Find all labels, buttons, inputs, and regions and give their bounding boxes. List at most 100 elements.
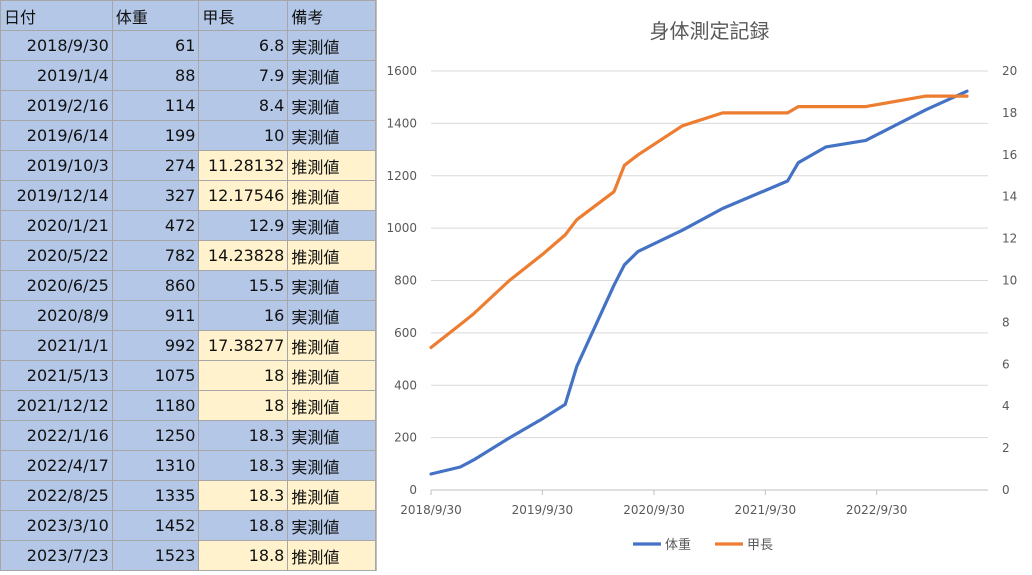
cell-weight[interactable]: 88 xyxy=(111,60,200,91)
cell-length[interactable]: 18.3 xyxy=(198,480,289,511)
cell-note[interactable]: 推測値 xyxy=(287,390,376,421)
cell-date[interactable]: 2019/12/14 xyxy=(0,180,113,211)
cell-weight[interactable]: 782 xyxy=(111,240,200,271)
cell-date[interactable]: 2023/7/23 xyxy=(0,540,113,571)
cell-length[interactable]: 18.3 xyxy=(198,420,289,451)
cell-length[interactable]: 15.5 xyxy=(198,270,289,301)
cell-length[interactable]: 18.8 xyxy=(198,510,289,541)
cell-note[interactable]: 実測値 xyxy=(287,510,376,541)
cell-length[interactable]: 18.3 xyxy=(198,450,289,481)
y-right-tick-label: 16 xyxy=(1002,148,1017,162)
cell-length[interactable]: 12.17546 xyxy=(198,180,289,211)
header-note[interactable]: 備考 xyxy=(287,0,376,31)
cell-date[interactable]: 2020/6/25 xyxy=(0,270,113,301)
y-left-tick-label: 800 xyxy=(394,274,417,288)
y-right-tick-label: 10 xyxy=(1002,274,1017,288)
y-left-tick-label: 1200 xyxy=(386,169,417,183)
cell-length[interactable]: 12.9 xyxy=(198,210,289,241)
cell-date[interactable]: 2019/6/14 xyxy=(0,120,113,151)
cell-weight[interactable]: 1523 xyxy=(111,540,200,571)
cell-weight[interactable]: 911 xyxy=(111,300,200,331)
x-tick-label: 2020/9/30 xyxy=(623,503,685,517)
y-left-tick-label: 1400 xyxy=(386,116,417,130)
table-row: 2019/6/14 199 10 実測値 xyxy=(0,120,376,151)
cell-date[interactable]: 2018/9/30 xyxy=(0,30,113,61)
cell-length[interactable]: 18 xyxy=(198,360,289,391)
cell-date[interactable]: 2021/12/12 xyxy=(0,390,113,421)
cell-date[interactable]: 2019/10/3 xyxy=(0,150,113,181)
spreadsheet-panel: 日付 体重 甲長 備考 2018/9/30 61 6.8 実測値 2019/1/4 88 7… xyxy=(0,0,377,571)
cell-length[interactable]: 11.28132 xyxy=(198,150,289,181)
cell-length[interactable]: 10 xyxy=(198,120,289,151)
cell-note[interactable]: 実測値 xyxy=(287,60,376,91)
cell-date[interactable]: 2020/8/9 xyxy=(0,300,113,331)
legend-label: 体重 xyxy=(665,537,691,553)
y-left-tick-label: 200 xyxy=(394,431,417,445)
cell-length[interactable]: 17.38277 xyxy=(198,330,289,361)
cell-weight[interactable]: 327 xyxy=(111,180,200,211)
table-row: 2020/1/21 472 12.9 実測値 xyxy=(0,210,376,241)
cell-date[interactable]: 2019/2/16 xyxy=(0,90,113,121)
header-date[interactable]: 日付 xyxy=(0,0,113,31)
table-row: 2022/4/17 1310 18.3 実測値 xyxy=(0,450,376,481)
cell-weight[interactable]: 199 xyxy=(111,120,200,151)
cell-length[interactable]: 18 xyxy=(198,390,289,421)
cell-weight[interactable]: 860 xyxy=(111,270,200,301)
cell-date[interactable]: 2020/1/21 xyxy=(0,210,113,241)
data-table: 日付 体重 甲長 備考 2018/9/30 61 6.8 実測値 2019/1/4 88 7… xyxy=(0,0,376,571)
cell-weight[interactable]: 1310 xyxy=(111,450,200,481)
cell-weight[interactable]: 1335 xyxy=(111,480,200,511)
cell-note[interactable]: 推測値 xyxy=(287,240,376,271)
cell-note[interactable]: 実測値 xyxy=(287,300,376,331)
cell-note[interactable]: 実測値 xyxy=(287,90,376,121)
cell-length[interactable]: 7.9 xyxy=(198,60,289,91)
cell-note[interactable]: 実測値 xyxy=(287,210,376,241)
y-left-tick-label: 1600 xyxy=(386,64,417,78)
table-row: 2018/9/30 61 6.8 実測値 xyxy=(0,30,376,61)
cell-note[interactable]: 推測値 xyxy=(287,540,376,571)
cell-date[interactable]: 2022/8/25 xyxy=(0,480,113,511)
cell-note[interactable]: 実測値 xyxy=(287,270,376,301)
cell-date[interactable]: 2020/5/22 xyxy=(0,240,113,271)
header-length[interactable]: 甲長 xyxy=(198,0,289,31)
cell-length[interactable]: 8.4 xyxy=(198,90,289,121)
header-weight[interactable]: 体重 xyxy=(111,0,200,31)
cell-weight[interactable]: 1452 xyxy=(111,510,200,541)
cell-note[interactable]: 推測値 xyxy=(287,150,376,181)
cell-weight[interactable]: 472 xyxy=(111,210,200,241)
series-line-weight xyxy=(429,89,969,476)
cell-weight[interactable]: 1075 xyxy=(111,360,200,391)
cell-weight[interactable]: 992 xyxy=(111,330,200,361)
cell-note[interactable]: 推測値 xyxy=(287,360,376,391)
cell-note[interactable]: 推測値 xyxy=(287,480,376,511)
table-row: 2023/3/10 1452 18.8 実測値 xyxy=(0,510,376,541)
cell-note[interactable]: 実測値 xyxy=(287,120,376,151)
cell-note[interactable]: 推測値 xyxy=(287,180,376,211)
cell-weight[interactable]: 1180 xyxy=(111,390,200,421)
chart-area[interactable]: 身体測定記録 0 200 400 600 800 1000 1200 1400 1600 0 2 4 6 8… xyxy=(377,0,1032,571)
cell-note[interactable]: 実測値 xyxy=(287,30,376,61)
cell-weight[interactable]: 114 xyxy=(111,90,200,121)
cell-length[interactable]: 16 xyxy=(198,300,289,331)
cell-note[interactable]: 実測値 xyxy=(287,420,376,451)
cell-weight[interactable]: 274 xyxy=(111,150,200,181)
cell-date[interactable]: 2019/1/4 xyxy=(0,60,113,91)
y-left-tick-label: 400 xyxy=(394,378,417,392)
cell-length[interactable]: 14.23828 xyxy=(198,240,289,271)
cell-date[interactable]: 2022/4/17 xyxy=(0,450,113,481)
cell-weight[interactable]: 61 xyxy=(111,30,200,61)
table-row: 2020/8/9 911 16 実測値 xyxy=(0,300,376,331)
y-right-tick-label: 6 xyxy=(1002,357,1010,371)
cell-date[interactable]: 2021/1/1 xyxy=(0,330,113,361)
cell-note[interactable]: 実測値 xyxy=(287,450,376,481)
cell-weight[interactable]: 1250 xyxy=(111,420,200,451)
cell-date[interactable]: 2022/1/16 xyxy=(0,420,113,451)
table-row: 2021/12/12 1180 18 推測値 xyxy=(0,390,376,421)
cell-date[interactable]: 2021/5/13 xyxy=(0,360,113,391)
x-tick-label: 2021/9/30 xyxy=(735,503,797,517)
header-row: 日付 体重 甲長 備考 xyxy=(0,0,376,31)
cell-length[interactable]: 18.8 xyxy=(198,540,289,571)
cell-note[interactable]: 推測値 xyxy=(287,330,376,361)
cell-date[interactable]: 2023/3/10 xyxy=(0,510,113,541)
cell-length[interactable]: 6.8 xyxy=(198,30,289,61)
